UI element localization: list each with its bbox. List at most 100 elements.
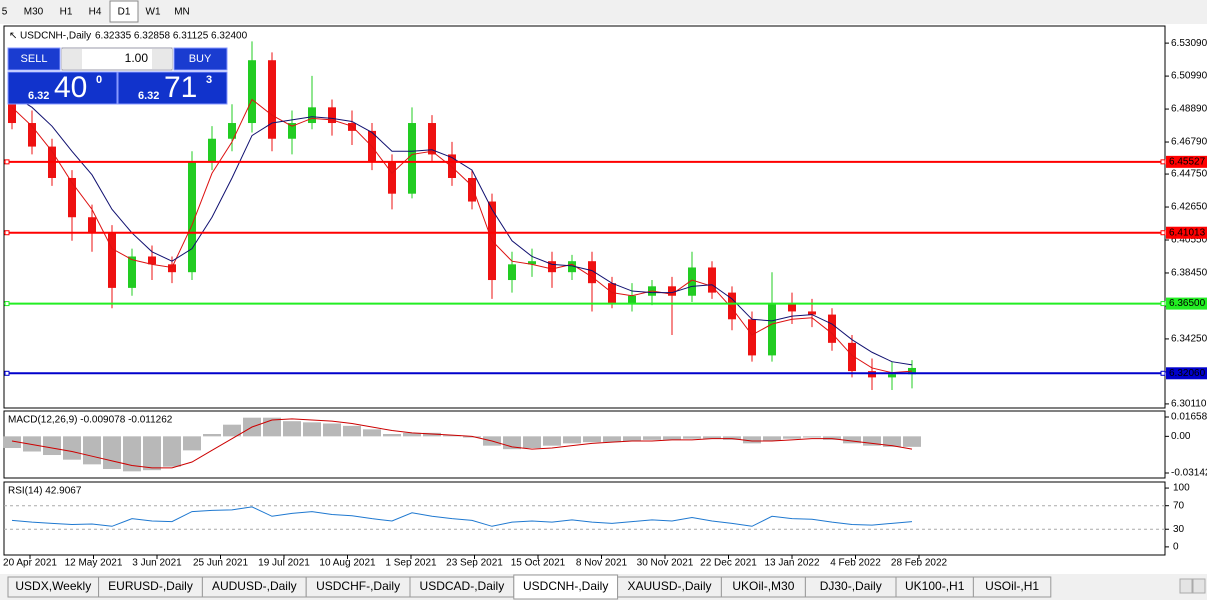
level-handle[interactable] [1160,301,1166,307]
lot-value: 1.00 [125,51,149,65]
macd-bar [323,423,341,437]
macd-bar [763,436,781,442]
macd-bar [663,436,681,440]
macd-bar [303,422,321,437]
rsi-line [11,506,913,527]
candle-body [768,303,776,356]
macd-bar [783,436,801,439]
macd-tick-label: 0.016586 [1171,412,1207,423]
macd-bar [403,432,421,437]
y-tick-label: 6.50990 [1171,71,1207,82]
bid-box[interactable] [7,71,118,105]
candle-body [268,60,276,139]
chart-quote: 6.32335 6.32858 6.31125 6.32400 [95,31,248,42]
candle-body [168,264,176,273]
candle-body [828,314,836,343]
candle-body [148,256,156,265]
x-tick-label: 3 Jun 2021 [132,558,182,569]
timeframe-label: H4 [89,7,102,18]
chart-tab-label: USDCHF-,Daily [316,579,400,593]
candle-body [908,367,916,375]
chart-tab-label: AUDUSD-,Daily [212,579,297,593]
candle-body [88,217,96,233]
macd-signal [11,418,913,469]
timeframe-button[interactable] [52,1,80,22]
x-tick-label: 25 Jun 2021 [193,558,248,569]
chart-tab-label: USDCNH-,Daily [523,579,608,593]
level-tag [1166,297,1207,310]
chart-tab[interactable] [972,576,1052,598]
level-handle[interactable] [4,301,10,307]
x-tick-label: 22 Dec 2021 [700,558,757,569]
y-tick-label: 6.44750 [1171,169,1207,180]
timeframe-button[interactable] [168,1,196,22]
candle-body [608,283,616,304]
candle-body [508,264,516,281]
macd-bar [83,436,101,465]
macd-bar [263,417,281,437]
rsi-tick-label: 100 [1173,483,1190,494]
macd-bar [523,436,541,449]
x-tick-label: 23 Sep 2021 [446,558,503,569]
y-tick-label: 6.48890 [1171,104,1207,115]
level-label: 6.41013 [1169,227,1206,238]
level-handle[interactable] [4,230,10,236]
level-handle[interactable] [4,159,10,165]
bid-pips: 40 [54,71,87,104]
candle-body [188,162,196,273]
level-handle[interactable] [1160,370,1166,376]
y-tick-label: 6.38450 [1171,268,1207,279]
macd-bar [703,436,721,439]
chart-tab-label: USDCAD-,Daily [420,579,505,593]
lot-up[interactable] [152,49,172,69]
macd-bar [743,436,761,444]
macd-bar [843,436,861,444]
macd-tick-label: 0.00 [1171,431,1191,442]
y-tick-label: 6.30110 [1171,399,1207,410]
macd-bar [883,436,901,447]
candle-body [8,99,16,124]
macd-bar [103,436,121,470]
sell-button[interactable] [7,47,61,71]
candle-body [308,107,316,124]
tab-scroll-right[interactable] [1192,578,1206,594]
x-tick-label: 12 May 2021 [65,558,123,569]
y-tick-label: 6.46790 [1171,137,1207,148]
buy-button[interactable] [173,47,228,71]
rsi-pane [3,481,1166,556]
level-handle[interactable] [4,370,10,376]
macd-bar [563,436,581,444]
macd-bar [43,436,61,456]
macd-bar [823,436,841,440]
candle-body [728,292,736,320]
level-label: 6.32060 [1169,368,1206,379]
lot-down[interactable] [62,49,82,69]
candle-body [388,162,396,194]
y-tick-label: 6.53090 [1171,38,1207,49]
ask-box[interactable] [117,71,228,105]
candle-body [28,123,36,147]
tab-scroll-left[interactable] [1179,578,1193,594]
moving-average [11,94,913,366]
macd-bar [343,425,361,437]
timeframe-button[interactable] [139,1,167,22]
macd-bar [183,436,201,451]
candle-body [408,123,416,194]
macd-label: MACD(12,26,9) -0.009078 -0.011262 [8,415,173,426]
chart-tab-label: USDX,Weekly [15,579,91,593]
macd-bar [723,436,741,440]
y-tick-label: 6.34250 [1171,334,1207,345]
timeframe-button[interactable] [81,1,109,22]
x-tick-label: 1 Sep 2021 [385,558,437,569]
timeframe-button[interactable] [0,1,15,22]
rsi-label: RSI(14) 42.9067 [8,486,82,497]
chart-tab-label: XAUUSD-,Daily [627,579,711,593]
bid-base: 6.32 [28,90,49,102]
timeframe-button[interactable] [16,1,51,22]
level-handle[interactable] [1160,230,1166,236]
rsi-tick-label: 70 [1173,500,1185,511]
timeframe-button[interactable] [109,0,139,23]
macd-bar [863,436,881,446]
level-handle[interactable] [1160,159,1166,165]
y-tick-label: 6.42650 [1171,202,1207,213]
